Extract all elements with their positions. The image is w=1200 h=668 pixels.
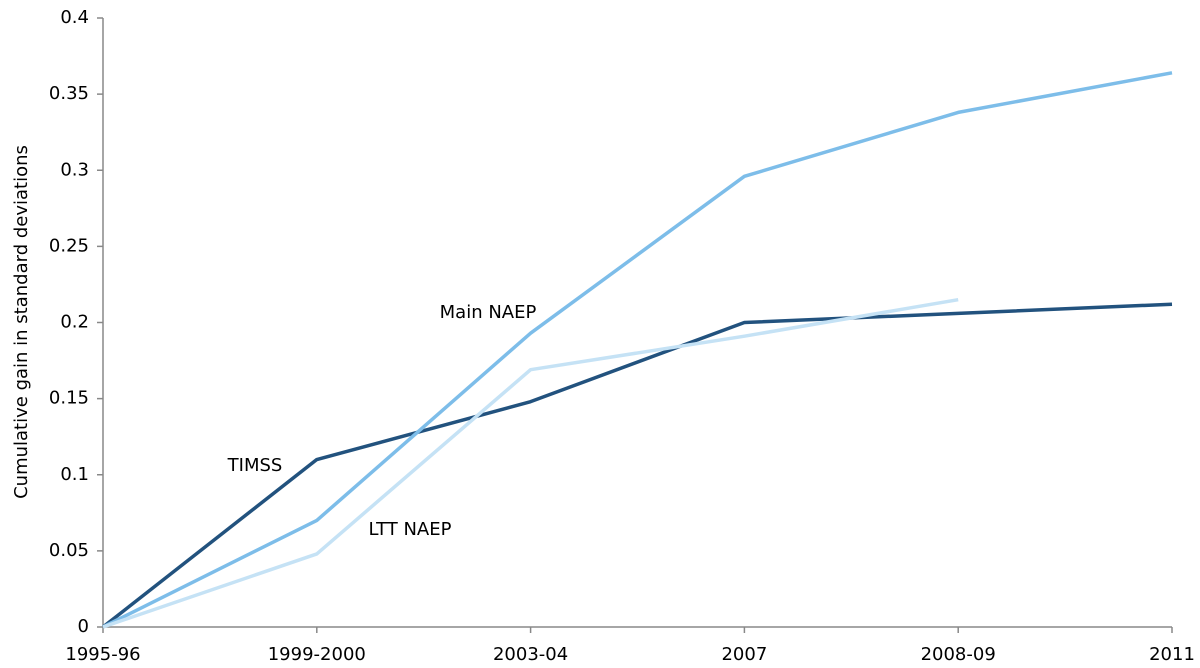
y-tick-label: 0.4 — [60, 7, 89, 28]
y-tick-label: 0.05 — [49, 540, 89, 561]
y-tick-label: 0.2 — [60, 312, 89, 333]
y-tick-label: 0.25 — [49, 235, 89, 256]
x-tick-label: 1999-2000 — [268, 644, 366, 665]
y-tick-label: 0 — [78, 616, 89, 637]
series-label: LTT NAEP — [369, 519, 452, 540]
x-tick-label: 2008-09 — [921, 644, 996, 665]
series-label: TIMSS — [227, 455, 283, 476]
y-tick-label: 0.15 — [49, 388, 89, 409]
x-tick-label: 2007 — [721, 644, 767, 665]
y-tick-label: 0.3 — [60, 159, 89, 180]
x-tick-label: 2011 — [1149, 644, 1195, 665]
y-tick-label: 0.1 — [60, 464, 89, 485]
y-axis-label: Cumulative gain in standard deviations — [11, 145, 32, 499]
x-tick-label: 2003-04 — [493, 644, 568, 665]
y-tick-label: 0.35 — [49, 83, 89, 104]
x-tick-label: 1995-96 — [65, 644, 140, 665]
series-label: Main NAEP — [440, 302, 537, 323]
series-line — [102, 297, 959, 629]
series-line — [102, 71, 1173, 629]
series-line — [101, 302, 1173, 629]
